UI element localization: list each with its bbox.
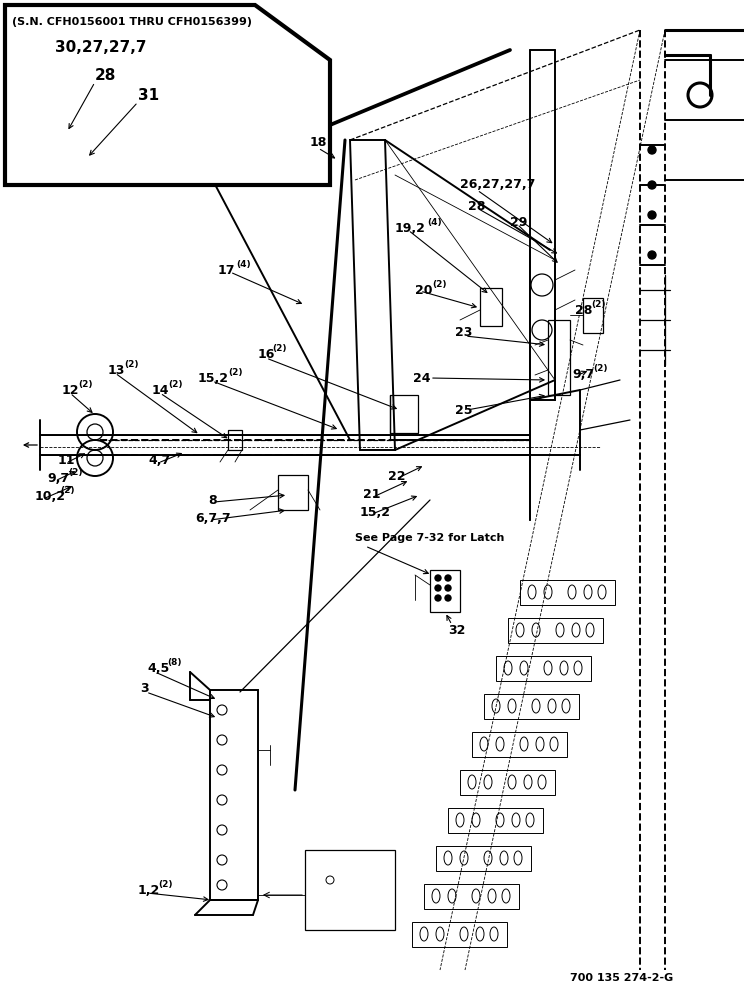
Text: 23: 23 [455,326,472,338]
Text: (2): (2) [593,364,608,373]
Text: 24: 24 [413,371,431,384]
Text: 13: 13 [108,363,126,376]
Bar [472,732,567,757]
Text: 28: 28 [575,304,592,316]
Bar [548,320,570,395]
Text: 30,27,27,7: 30,27,27,7 [55,40,147,55]
Text: 11: 11 [58,454,75,466]
Bar [480,288,502,326]
Circle shape [445,585,451,591]
Bar [412,922,507,947]
Text: (2): (2) [68,468,83,477]
Bar [390,395,418,433]
Bar [460,770,555,795]
Circle shape [648,251,656,259]
Text: 1,2: 1,2 [138,884,160,896]
Bar [496,656,591,681]
Polygon shape [5,5,330,185]
Text: (2): (2) [158,880,173,888]
Text: 4,7: 4,7 [148,454,170,466]
Text: (8): (8) [167,658,182,666]
Text: (2): (2) [228,367,243,376]
Bar [430,570,460,612]
Text: 700 135 274-2-G: 700 135 274-2-G [570,973,673,983]
Circle shape [445,595,451,601]
Text: 29: 29 [510,216,527,229]
Bar [228,430,242,450]
Circle shape [435,575,441,581]
Bar [484,694,579,719]
Circle shape [445,575,451,581]
Text: 9,7: 9,7 [572,368,594,381]
Text: 15,2: 15,2 [198,371,229,384]
Bar [520,580,615,605]
Circle shape [648,146,656,154]
Text: 16: 16 [258,349,275,361]
Text: 4,5: 4,5 [147,662,169,674]
Text: 3: 3 [140,682,149,694]
Bar [210,690,258,900]
Text: 15,2: 15,2 [360,506,391,518]
Text: 31: 31 [138,88,159,103]
Text: (2): (2) [124,360,138,368]
Circle shape [435,585,441,591]
Text: 21: 21 [363,488,380,502]
Bar [278,475,308,510]
Text: 28: 28 [95,68,116,83]
Circle shape [648,181,656,189]
Text: 10,2: 10,2 [35,489,66,502]
Text: (2): (2) [168,379,182,388]
Text: 17: 17 [218,263,236,276]
Text: 6,7,7: 6,7,7 [195,512,231,524]
Bar [424,884,519,909]
Text: 25: 25 [455,403,472,416]
Text: (2): (2) [78,379,92,388]
Bar [305,850,395,930]
Text: 9,7: 9,7 [47,472,69,485]
Text: (S.N. CFH0156001 THRU CFH0156399): (S.N. CFH0156001 THRU CFH0156399) [12,17,252,27]
Text: (2): (2) [272,344,286,354]
Circle shape [648,211,656,219]
Bar [508,618,603,643]
Bar [436,846,531,871]
Text: 14: 14 [152,383,170,396]
Text: (4): (4) [427,218,442,227]
Text: (2): (2) [591,300,606,308]
Text: 28: 28 [468,200,485,214]
Bar [448,808,543,833]
Text: 8: 8 [208,493,217,506]
Text: 26,27,27,7: 26,27,27,7 [460,178,536,192]
Text: 18: 18 [310,136,327,149]
Text: 12: 12 [62,383,80,396]
Circle shape [435,595,441,601]
Text: 32: 32 [448,624,466,637]
Text: 19,2: 19,2 [395,222,426,234]
Bar [583,298,603,333]
Text: (4): (4) [236,260,251,269]
Text: See Page 7-32 for Latch: See Page 7-32 for Latch [355,533,504,543]
Text: (2): (2) [432,280,446,290]
Text: 20: 20 [415,284,432,296]
Text: 22: 22 [388,471,405,484]
Text: (2): (2) [60,486,74,494]
